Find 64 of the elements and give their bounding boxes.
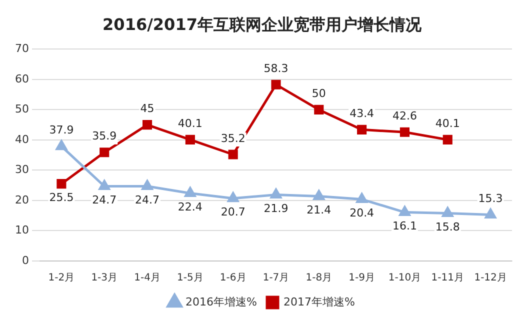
x-tick-label: 1-7月 bbox=[262, 272, 290, 284]
x-tick-label: 1-6月 bbox=[220, 272, 246, 284]
data-label: 16.1 bbox=[392, 220, 417, 233]
point bbox=[271, 80, 281, 90]
data-label: 50 bbox=[312, 87, 326, 100]
data-label: 21.4 bbox=[306, 204, 332, 217]
point bbox=[356, 193, 368, 204]
y-tick-label: 60 bbox=[14, 72, 29, 86]
point bbox=[142, 180, 153, 190]
x-tick-label: 1-4月 bbox=[134, 272, 160, 284]
data-label: 35.2 bbox=[220, 132, 246, 145]
point bbox=[56, 179, 66, 189]
data-label: 15.8 bbox=[435, 220, 460, 234]
x-tick-label: 1-5月 bbox=[177, 272, 204, 284]
data-label: 40.1 bbox=[435, 117, 460, 130]
point bbox=[357, 124, 367, 134]
data-label: 42.6 bbox=[392, 109, 417, 122]
point bbox=[442, 134, 452, 144]
data-label: 22.4 bbox=[178, 200, 202, 214]
data-label: 40.1 bbox=[178, 117, 202, 130]
x-tick-label: 1-11月 bbox=[431, 272, 464, 284]
data-label: 15.3 bbox=[478, 192, 503, 206]
data-label: 20.7 bbox=[220, 206, 246, 219]
y-tick-label: 0 bbox=[22, 254, 29, 267]
data-label: 35.9 bbox=[92, 130, 117, 143]
x-tick-label: 1-9月 bbox=[348, 272, 375, 284]
point bbox=[228, 150, 238, 160]
data-label: 20.4 bbox=[350, 206, 374, 220]
point bbox=[400, 127, 410, 137]
point bbox=[142, 120, 152, 130]
point bbox=[98, 180, 110, 190]
point bbox=[399, 206, 410, 216]
point bbox=[442, 206, 454, 217]
x-tick-label: 1-12月 bbox=[474, 272, 507, 284]
point bbox=[56, 140, 68, 150]
y-tick-label: 30 bbox=[14, 163, 29, 176]
point bbox=[313, 190, 324, 200]
legend-label: 2017年增速% bbox=[284, 295, 355, 308]
data-label: 43.4 bbox=[350, 107, 374, 120]
data-label: 45 bbox=[140, 102, 154, 116]
x-tick-label: 1-8月 bbox=[306, 272, 332, 284]
y-tick-label: 10 bbox=[14, 224, 29, 237]
point bbox=[484, 208, 496, 218]
point bbox=[228, 192, 239, 202]
x-tick-label: 1-10月 bbox=[388, 272, 422, 284]
y-tick-label: 70 bbox=[14, 42, 29, 56]
point bbox=[185, 134, 195, 144]
point bbox=[100, 148, 110, 158]
data-label: 24.7 bbox=[135, 194, 160, 207]
chart-title: 2016/2017年互联网企业宽带用户增长情况 bbox=[102, 14, 422, 34]
x-tick-label: 1-3月 bbox=[91, 272, 118, 284]
point bbox=[270, 188, 282, 198]
data-label: 37.9 bbox=[49, 124, 74, 137]
point bbox=[314, 104, 324, 114]
data-label: 21.9 bbox=[264, 202, 288, 216]
y-tick-label: 40 bbox=[14, 132, 29, 146]
point bbox=[184, 186, 196, 197]
legend-label: 2016年增速% bbox=[186, 295, 258, 308]
x-tick-label: 1-2月 bbox=[48, 272, 75, 284]
y-tick-label: 50 bbox=[14, 102, 29, 116]
data-label: 24.7 bbox=[92, 194, 117, 207]
y-tick-label: 20 bbox=[14, 193, 29, 206]
data-label: 58.3 bbox=[264, 62, 288, 75]
data-label: 25.5 bbox=[49, 191, 74, 204]
